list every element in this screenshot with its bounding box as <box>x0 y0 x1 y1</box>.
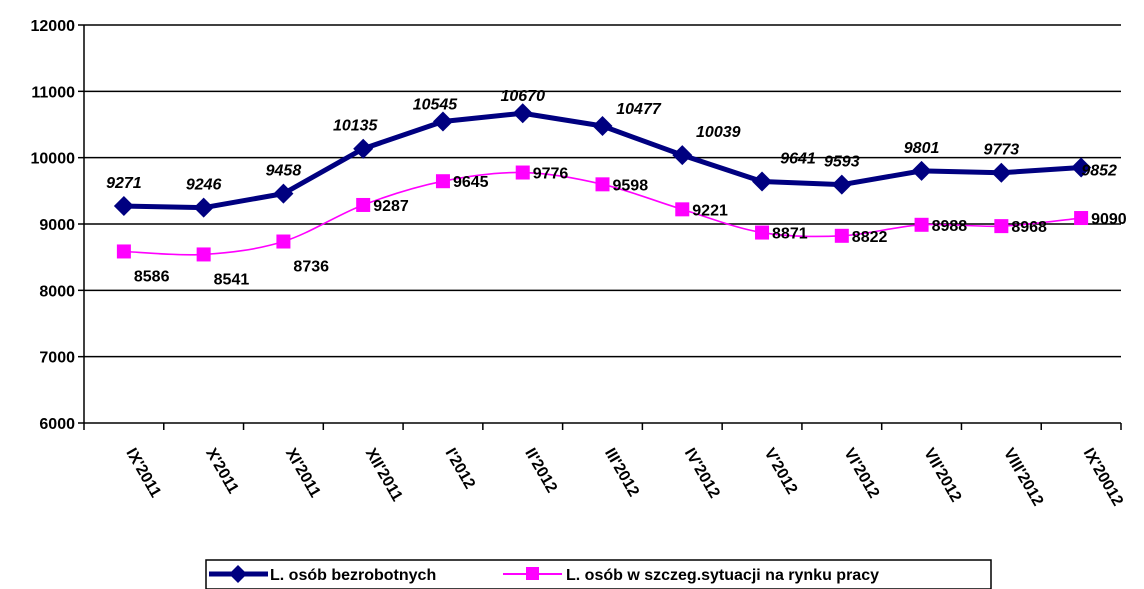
data-label: 9641 <box>780 150 816 167</box>
data-point-square <box>196 247 211 262</box>
data-label: 9246 <box>186 177 222 194</box>
data-label: 9090 <box>1091 211 1127 228</box>
y-tick-label: 11000 <box>31 84 75 101</box>
data-label: 8968 <box>1011 219 1047 236</box>
x-axis-tick-labels: IX'2011 X'2011 XI'2011 XII'2011 I'2012 II'201… <box>122 446 1126 510</box>
y-axis-tick-labels: 6000 7000 8000 9000 10000 11000 12000 <box>31 18 76 433</box>
data-label: 9645 <box>453 174 489 191</box>
data-label: 8736 <box>293 259 329 276</box>
data-point-square <box>435 174 450 189</box>
data-point-square <box>276 234 291 249</box>
data-point-diamond <box>991 162 1012 183</box>
data-point-diamond <box>273 183 294 204</box>
data-point-square <box>595 177 610 192</box>
data-label: 9773 <box>984 142 1020 159</box>
data-point-diamond <box>672 145 693 166</box>
data-point-square <box>914 217 929 232</box>
data-label: 9801 <box>904 140 940 157</box>
y-tick-label: 6000 <box>39 416 75 433</box>
y-tick-label: 12000 <box>31 18 76 35</box>
gridlines <box>84 24 1121 358</box>
x-tick-label: XI'2011 <box>282 446 324 501</box>
data-point-diamond <box>432 111 453 132</box>
data-label: 8871 <box>772 226 808 243</box>
x-tick-label: V'2012 <box>761 446 801 498</box>
data-label: 9598 <box>613 177 649 194</box>
data-point-square <box>994 219 1009 234</box>
data-label: 10039 <box>696 124 741 141</box>
legend: L. osób bezrobotnych L. osób w szczeg.sy… <box>205 559 992 589</box>
data-label: 9287 <box>373 198 409 215</box>
data-label: 8541 <box>214 271 250 288</box>
x-tick-label: VI'2012 <box>840 446 882 502</box>
data-point-diamond <box>752 171 773 192</box>
x-tick-label: I'2012 <box>441 446 478 493</box>
data-label: 9221 <box>692 202 728 219</box>
y-tick-label: 7000 <box>39 350 75 367</box>
data-label: 8822 <box>852 229 888 246</box>
series-special-situation: 8586 8541 8736 9287 9645 9776 9598 9221 8871 8822… <box>116 165 1127 288</box>
data-point-square <box>515 165 530 180</box>
x-tick-label: IV'2012 <box>681 446 723 502</box>
data-label: 9776 <box>533 166 569 183</box>
legend-marker-diamond <box>229 565 247 583</box>
legend-box <box>205 559 992 589</box>
x-tick-label: II'2012 <box>521 446 560 496</box>
y-tick-label: 9000 <box>39 217 75 234</box>
data-point-diamond <box>1071 157 1092 178</box>
x-tick-label: III'2012 <box>601 446 642 500</box>
data-point-square <box>1074 211 1089 226</box>
data-label: 9852 <box>1081 162 1117 179</box>
y-tick-label: 10000 <box>31 151 76 168</box>
data-point-diamond <box>911 160 932 181</box>
axes <box>78 24 1122 430</box>
data-label: 8586 <box>134 268 170 285</box>
data-point-diamond <box>831 174 852 195</box>
data-point-square <box>675 202 690 217</box>
x-tick-label: VIII'2012 <box>1000 446 1046 509</box>
legend-label-series-1: L. osób bezrobotnych <box>270 567 436 584</box>
x-tick-label: IX'2011 <box>122 446 164 501</box>
data-label: 10545 <box>413 97 459 114</box>
legend-marker-square <box>526 567 539 580</box>
data-point-diamond <box>592 116 613 137</box>
data-point-square <box>356 197 371 212</box>
data-label: 8988 <box>932 218 968 235</box>
data-point-square <box>755 225 770 240</box>
data-point-diamond <box>113 196 134 217</box>
x-tick-label: XII'2011 <box>362 446 406 505</box>
data-point-square <box>116 244 131 259</box>
data-label: 10670 <box>500 88 545 105</box>
x-tick-label: IX'20012 <box>1080 446 1126 510</box>
data-point-diamond <box>512 103 533 124</box>
data-label: 9458 <box>266 163 302 180</box>
data-point-diamond <box>353 138 374 159</box>
y-tick-label: 8000 <box>39 283 75 300</box>
data-label: 9593 <box>824 154 860 171</box>
data-label: 10135 <box>333 118 379 135</box>
data-label: 10477 <box>616 101 662 118</box>
legend-label-series-2: L. osób w szczeg.sytuacji na rynku pracy <box>566 567 879 584</box>
data-point-square <box>834 228 849 243</box>
data-label: 9271 <box>106 175 142 192</box>
x-tick-label: VII'2012 <box>920 446 964 506</box>
series-unemployed: 9271 9246 9458 10135 10545 10670 10477 10039 964… <box>106 88 1117 218</box>
data-point-diamond <box>193 197 214 218</box>
x-tick-label: X'2011 <box>202 446 241 497</box>
